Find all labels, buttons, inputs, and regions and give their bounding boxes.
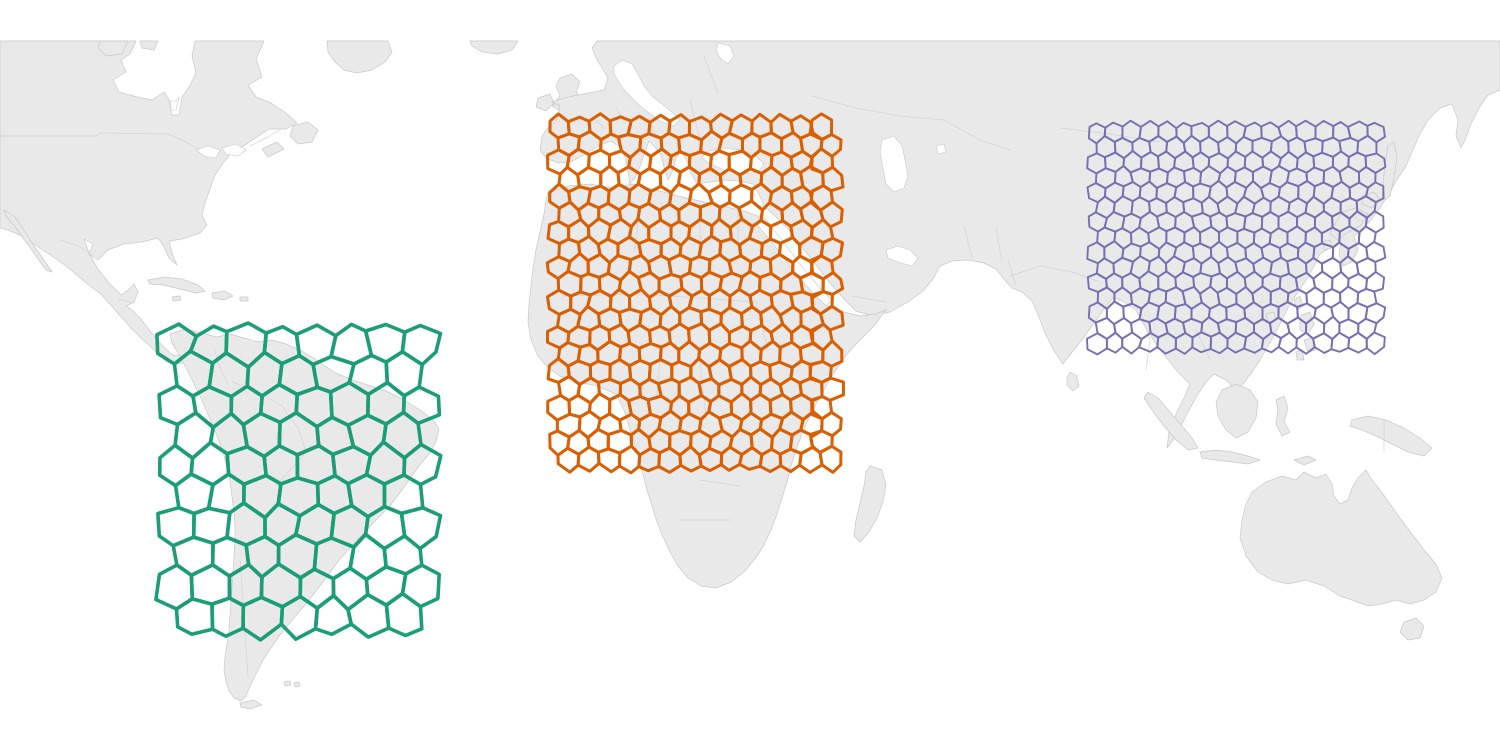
hex-cell <box>399 505 443 551</box>
hex-cell <box>331 566 370 612</box>
hudson-james-bay-water <box>169 96 180 111</box>
hex-cell <box>1113 317 1134 340</box>
country-borders <box>0 55 1385 677</box>
newfoundland <box>289 121 319 145</box>
puerto-rico <box>239 296 249 302</box>
baltic-sea <box>613 59 681 127</box>
south-america-hex-grid <box>154 321 443 642</box>
baja-california <box>3 209 53 273</box>
sri-lanka <box>1066 371 1080 392</box>
hex-cell <box>556 446 581 474</box>
hex-cell <box>157 384 198 427</box>
iceland <box>469 40 519 55</box>
hex-cell <box>363 504 407 551</box>
hex-cell <box>818 444 843 474</box>
great-lakes <box>195 143 247 159</box>
persian-gulf <box>885 245 919 267</box>
hex-cell <box>1320 256 1343 280</box>
east-asia-hex-grid <box>1086 119 1387 356</box>
hex-cell <box>400 563 442 609</box>
greenland <box>326 40 393 74</box>
hex-cell <box>1313 302 1335 325</box>
hex-cell <box>1105 331 1124 354</box>
hispaniola <box>211 290 234 301</box>
ireland <box>535 93 555 112</box>
hex-cell <box>1277 331 1298 355</box>
hex-cell <box>400 323 443 367</box>
hex-cell <box>548 429 571 457</box>
hex-cell <box>384 591 424 638</box>
hex-cell <box>618 444 642 475</box>
arctic-island-1 <box>97 40 129 57</box>
hex-cell <box>1355 257 1377 280</box>
timor <box>1293 455 1317 466</box>
hex-cell <box>1086 332 1108 356</box>
white-sea <box>715 42 735 65</box>
hex-cell <box>596 447 622 474</box>
tierra-del-fuego <box>239 699 263 710</box>
caspian-sea <box>879 135 909 193</box>
hex-cell <box>1330 331 1351 353</box>
hex-cell <box>158 443 195 488</box>
north-america <box>0 40 298 365</box>
hex-cell <box>1365 331 1386 356</box>
hex-cell <box>1339 285 1360 310</box>
australia <box>1239 469 1443 607</box>
hex-cell <box>798 445 824 474</box>
tasmania <box>1399 617 1425 641</box>
taiwan <box>1293 295 1304 311</box>
hex-cell <box>576 445 601 473</box>
sumatra <box>1143 391 1199 451</box>
nova-scotia <box>261 141 285 158</box>
hex-cell <box>346 592 391 639</box>
hex-cell <box>1365 271 1386 293</box>
hexbin-overlays <box>154 112 1387 642</box>
madagascar <box>853 465 887 543</box>
eurasia <box>539 40 1500 449</box>
borneo <box>1215 383 1259 439</box>
aral-sea <box>935 143 947 155</box>
africa-hex-grid <box>545 112 845 475</box>
falkland-islands <box>283 680 301 688</box>
hex-cell <box>313 593 354 637</box>
cuba <box>147 276 206 294</box>
sulawesi <box>1275 395 1291 437</box>
arctic-island-2 <box>139 40 159 51</box>
java <box>1199 449 1261 465</box>
hex-cell <box>174 596 215 637</box>
jamaica <box>171 295 182 302</box>
hex-cell <box>364 564 408 607</box>
hex-cell <box>1121 331 1143 355</box>
new-guinea <box>1349 415 1433 457</box>
hex-cell <box>1347 331 1368 354</box>
sakhalin <box>1382 141 1398 201</box>
